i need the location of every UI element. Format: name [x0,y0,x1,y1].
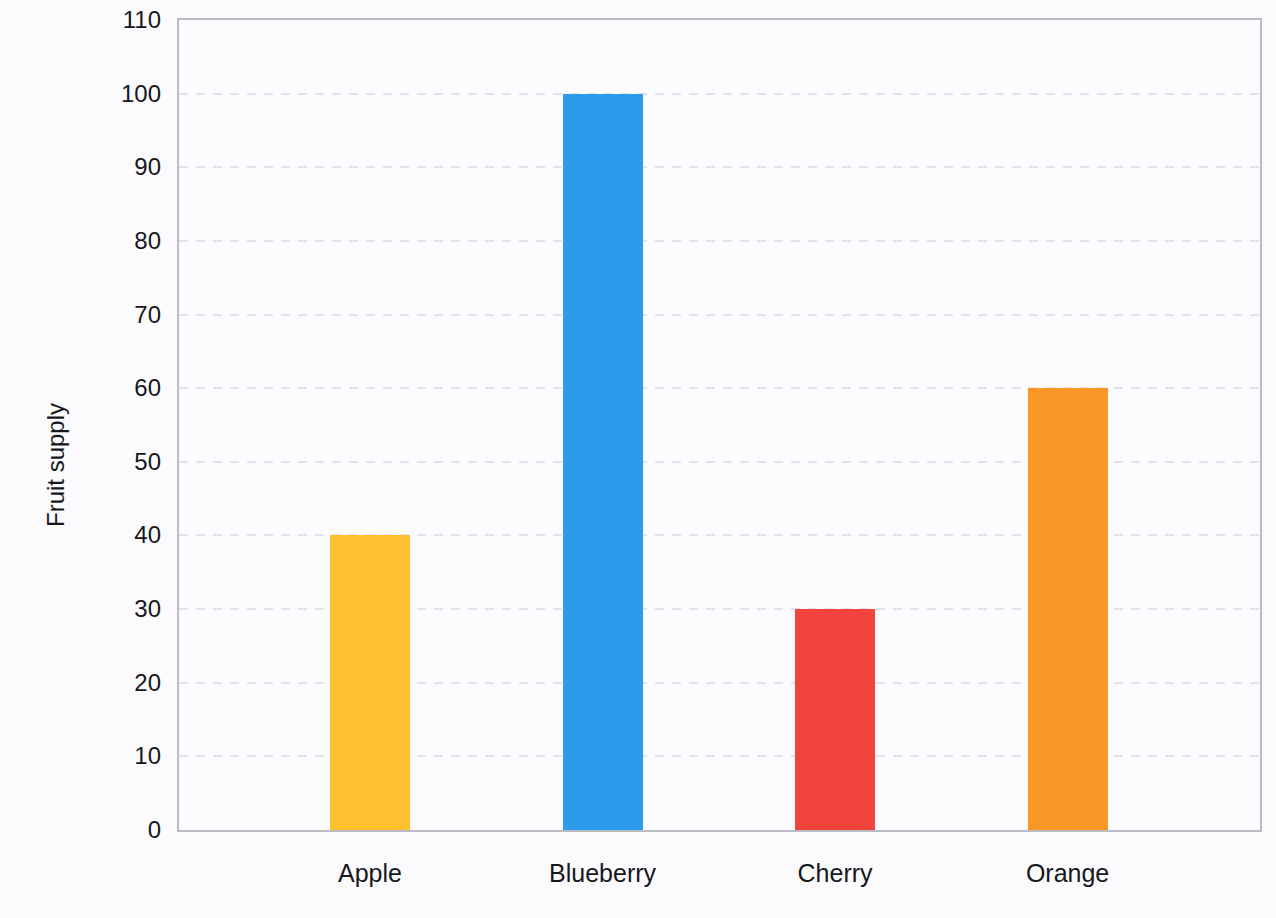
y-tick-label-40: 40 [0,520,161,550]
x-tick-label-apple: Apple [240,858,500,888]
y-tick-label-10: 10 [0,741,161,771]
y-tick-label-110: 110 [0,5,161,35]
bar-chart: Fruit supply 0102030405060708090100110 A… [0,0,1276,918]
bar-cherry [795,609,875,830]
y-tick-label-50: 50 [0,447,161,477]
bar-orange [1028,388,1108,830]
y-tick-label-90: 90 [0,152,161,182]
y-tick-label-100: 100 [0,79,161,109]
gridline-70 [179,314,1260,316]
bar-apple [330,535,410,830]
bar-blueberry [563,94,643,830]
gridline-90 [179,166,1260,168]
x-tick-label-cherry: Cherry [705,858,965,888]
y-tick-label-30: 30 [0,594,161,624]
gridline-80 [179,240,1260,242]
y-tick-label-60: 60 [0,373,161,403]
x-tick-label-orange: Orange [938,858,1198,888]
gridline-100 [179,93,1260,95]
x-tick-label-blueberry: Blueberry [473,858,733,888]
y-tick-label-20: 20 [0,668,161,698]
y-tick-label-80: 80 [0,226,161,256]
y-tick-label-70: 70 [0,300,161,330]
y-tick-label-0: 0 [0,815,161,845]
plot-area [177,18,1262,832]
